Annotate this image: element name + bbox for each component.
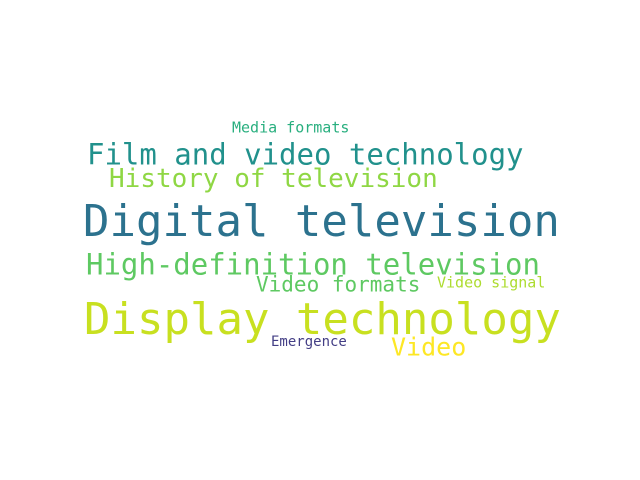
word-history-of-television: History of television	[109, 164, 438, 194]
word-display-technology: Display technology	[84, 294, 561, 345]
word-digital-television: Digital television	[83, 196, 560, 247]
word-video-formats: Video formats	[256, 272, 421, 297]
word-emergence: Emergence	[271, 334, 347, 350]
word-video-signal: Video signal	[437, 273, 546, 292]
word-media-formats: Media formats	[232, 118, 350, 137]
word-video: Video	[391, 332, 467, 362]
word-film-and-video-technology: Film and video technology	[87, 137, 524, 172]
word-high-definition-television: High-definition television	[86, 247, 540, 282]
